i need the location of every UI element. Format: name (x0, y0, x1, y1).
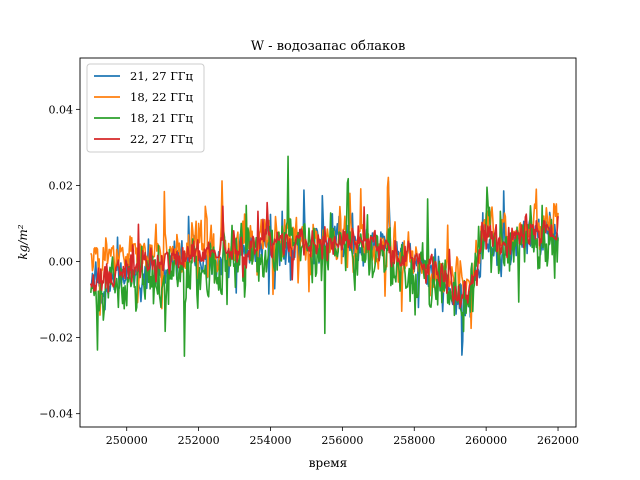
legend-label-2: 18, 22 ГГц (130, 90, 193, 104)
x-tick-label: 256000 (321, 434, 363, 447)
y-tick-label: 0.00 (49, 256, 74, 269)
x-tick-label: 262000 (537, 434, 579, 447)
series-line-4 (90, 201, 559, 308)
y-axis-ticks: −0.04 −0.02 0.00 0.02 0.04 (39, 103, 80, 421)
legend: 21, 27 ГГц 18, 22 ГГц 18, 21 ГГц 22, 27 ГГц (86, 63, 205, 153)
legend-box (86, 63, 205, 153)
legend-entries: 21, 27 ГГц 18, 22 ГГц 18, 21 ГГц 22, 27 ГГц (94, 69, 193, 146)
y-tick-label: 0.04 (49, 103, 74, 116)
plot-frame (79, 57, 577, 428)
x-axis-ticks: 250000 252000 254000 256000 258000 260000 2620… (106, 427, 579, 447)
x-tick-label: 254000 (249, 434, 291, 447)
legend-label-4: 22, 27 ГГц (130, 132, 193, 146)
x-axis-label: время (309, 456, 347, 470)
x-tick-label: 258000 (393, 434, 435, 447)
x-tick-label: 252000 (178, 434, 220, 447)
legend-label-3: 18, 21 ГГц (130, 111, 193, 125)
y-axis-label: kg/m² (16, 224, 30, 259)
y-tick-label: 0.02 (49, 179, 74, 192)
x-tick-label: 250000 (106, 434, 148, 447)
y-tick-label: −0.02 (39, 332, 73, 345)
x-tick-label: 260000 (465, 434, 507, 447)
series-group (89, 155, 559, 357)
y-tick-label: −0.04 (39, 408, 73, 421)
chart-title: W - водозапас облаков (251, 39, 406, 54)
legend-label-1: 21, 27 ГГц (130, 69, 193, 83)
